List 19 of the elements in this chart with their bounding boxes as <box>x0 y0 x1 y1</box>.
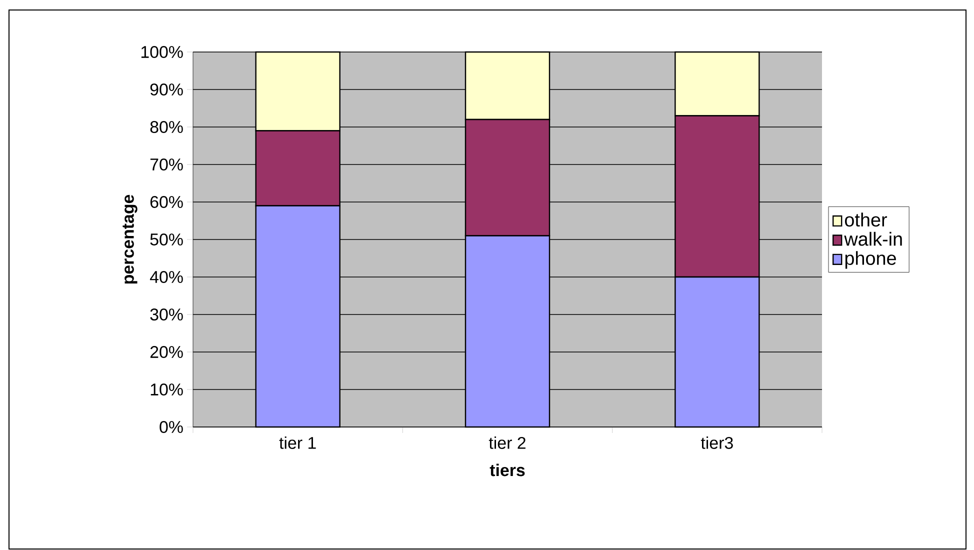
x-tick-label: tier3 <box>700 436 733 449</box>
y-tick-label: 70% <box>150 158 183 170</box>
y-tick-label: 40% <box>150 270 183 283</box>
legend-label: phone <box>845 251 896 269</box>
x-tick-label: tier 1 <box>279 436 316 449</box>
y-axis-title: percentage <box>122 194 138 284</box>
y-tick-label: 30% <box>150 308 183 320</box>
y-tick-label: 100% <box>141 46 183 58</box>
y-tick-label: 10% <box>150 383 183 396</box>
y-tick-label: 20% <box>150 346 183 358</box>
x-tick-label: tier 2 <box>488 436 526 449</box>
y-tick-label: 50% <box>150 233 183 246</box>
y-tick-label: 0% <box>160 420 183 433</box>
legend-label: walk-in <box>844 232 902 246</box>
legend-label: other <box>844 212 888 227</box>
y-tick-label: 90% <box>150 83 183 96</box>
y-tick-label: 60% <box>150 196 183 208</box>
y-tick-label: 80% <box>150 120 183 133</box>
x-axis-title: tiers <box>490 464 525 476</box>
